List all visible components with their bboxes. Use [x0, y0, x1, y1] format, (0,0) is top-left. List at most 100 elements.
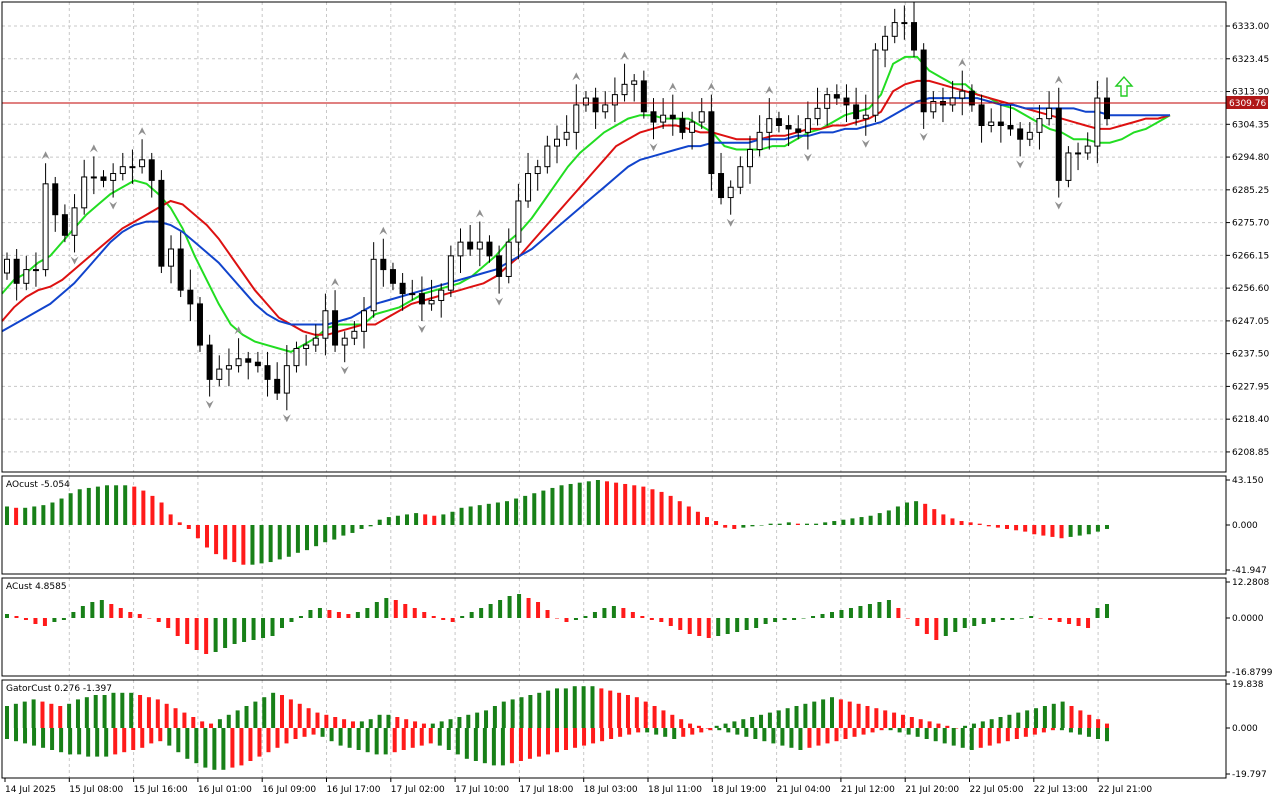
- ao-bar: [414, 513, 419, 525]
- candle: [322, 293, 329, 356]
- ac-bar: [194, 618, 199, 650]
- candle: [534, 159, 541, 191]
- ao-bar: [1059, 525, 1064, 539]
- ao-bar: [568, 483, 573, 525]
- gator-lower-bar: [1095, 728, 1100, 739]
- time-label: 15 Jul 08:00: [69, 785, 123, 795]
- ao-bar: [523, 495, 528, 525]
- fractal-up-icon: [707, 82, 716, 91]
- ac-bar: [289, 618, 294, 622]
- ao-bar: [132, 486, 137, 525]
- gator-lower-bar: [536, 728, 541, 757]
- ao-bar: [714, 521, 719, 525]
- ac-bar: [602, 608, 607, 618]
- ao-bar: [177, 522, 182, 525]
- candle-body: [467, 241, 474, 250]
- gator-upper-bar: [900, 714, 905, 728]
- gator-lower-bar: [248, 728, 253, 761]
- ao-bar: [741, 525, 746, 528]
- candle: [42, 163, 49, 277]
- fractal-down-icon: [919, 132, 928, 141]
- candle: [968, 84, 975, 112]
- gator-upper-bar: [350, 721, 355, 728]
- candle-body: [1036, 118, 1043, 133]
- candle-body: [882, 35, 889, 51]
- candle: [505, 228, 512, 284]
- candle: [1065, 146, 1072, 188]
- ao-bar: [677, 501, 682, 525]
- gator-lower-bar: [491, 728, 496, 766]
- candle-body: [708, 111, 715, 175]
- candle: [61, 204, 68, 243]
- candle: [100, 170, 107, 188]
- gator-lower-bar: [600, 728, 605, 742]
- ao-bar: [750, 525, 755, 527]
- fractal-down-icon: [1016, 160, 1025, 169]
- ao-bar: [214, 525, 219, 555]
- fractal-up-icon: [765, 86, 774, 95]
- gator-lower-bar: [428, 728, 433, 744]
- gator-lower-bar: [870, 728, 875, 733]
- ac-bar: [403, 604, 408, 618]
- gator-lower-bar: [1077, 728, 1082, 735]
- gator-lower-bar: [780, 728, 785, 746]
- candle-body: [71, 207, 78, 236]
- alligator-lines: [1, 55, 1171, 353]
- gator-lower-bar: [582, 728, 587, 746]
- gator-lower-bar: [915, 728, 920, 737]
- gator-lower-bar: [816, 728, 821, 746]
- ao-bar: [386, 517, 391, 525]
- candle: [708, 94, 715, 191]
- ao-bar: [41, 505, 46, 525]
- gator-upper-bar: [226, 714, 231, 728]
- gator-upper-bar: [31, 699, 36, 728]
- candle: [1017, 122, 1024, 157]
- candle: [997, 104, 1004, 143]
- gator-upper-bar: [359, 721, 364, 728]
- ao-bar: [305, 525, 309, 551]
- candle-body: [901, 22, 908, 25]
- fractal-up-icon: [958, 58, 967, 67]
- gator-upper-bar: [182, 712, 187, 728]
- ac-bar: [1019, 618, 1024, 619]
- candle-body: [997, 121, 1004, 127]
- candle-body: [129, 166, 136, 169]
- candle-body: [621, 83, 628, 96]
- candle: [1075, 142, 1082, 171]
- ao-bar: [68, 493, 73, 525]
- candlesticks[interactable]: [4, 2, 1110, 411]
- ac-bar: [52, 618, 57, 622]
- candle-body: [293, 347, 300, 367]
- gator-lower-bar: [194, 728, 199, 764]
- gator-upper-bar: [599, 688, 604, 728]
- candle: [380, 238, 387, 287]
- ac-bar: [166, 618, 171, 628]
- gator-lower-bar: [852, 728, 857, 737]
- fractal-down-icon: [495, 297, 504, 306]
- gator-lower-bar: [284, 728, 289, 744]
- gator-lower-bar: [1050, 728, 1055, 731]
- gator-upper-bar: [617, 692, 622, 728]
- candle-body: [650, 111, 657, 123]
- gator-lower-bar: [1059, 728, 1064, 731]
- ac-bar: [5, 614, 9, 618]
- ac-bar: [469, 612, 474, 618]
- time-label: 22 Jul 13:00: [1034, 785, 1088, 795]
- ao-bar: [1014, 525, 1019, 531]
- gator-lower-bar: [609, 728, 614, 739]
- candle-body: [1065, 152, 1072, 181]
- ac-bar: [460, 616, 465, 618]
- gator-upper-bar: [838, 699, 843, 728]
- gator-upper-bar: [448, 719, 453, 728]
- candle: [1046, 91, 1053, 126]
- candle-body: [872, 49, 879, 116]
- candle-body: [447, 255, 454, 291]
- ao-bar: [150, 495, 155, 525]
- gator-upper-bar: [288, 699, 293, 728]
- candle: [1084, 132, 1091, 160]
- candle-body: [148, 159, 155, 181]
- candle-body: [274, 378, 281, 394]
- ao-bar: [532, 493, 537, 525]
- gator-lower-bar: [771, 728, 776, 744]
